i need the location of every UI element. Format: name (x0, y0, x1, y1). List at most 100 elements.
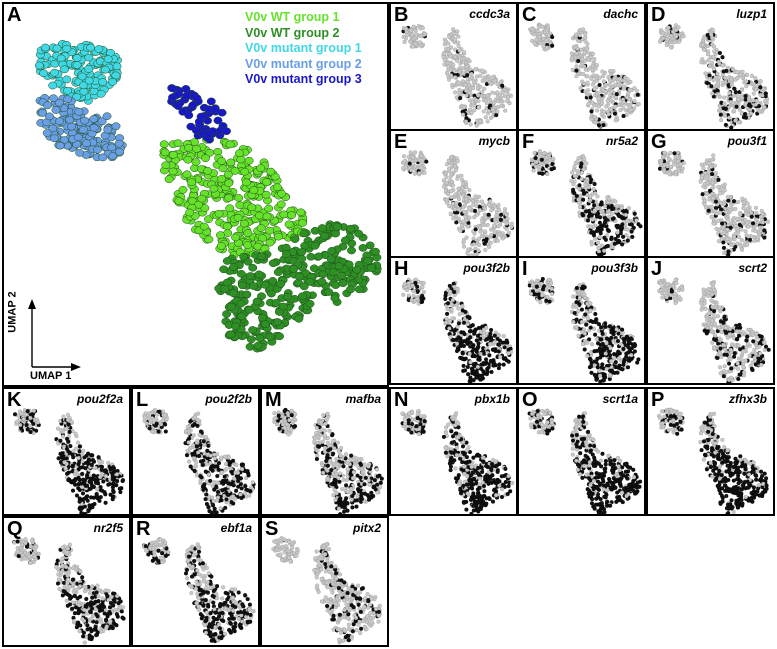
panel-label: C (522, 4, 537, 26)
cell-point (709, 329, 714, 334)
cell-point (580, 211, 585, 216)
cell-point (352, 265, 362, 274)
cell-point (39, 69, 49, 78)
cell-point (533, 155, 538, 161)
cell-point (588, 301, 593, 306)
cell-point (454, 95, 459, 100)
cell-point (457, 87, 462, 92)
cell-point (472, 331, 477, 336)
cell-point (462, 209, 467, 215)
gene-name: scrt2 (738, 261, 767, 275)
cell-point (762, 105, 767, 110)
cell-point (726, 249, 731, 254)
cell-point (673, 300, 678, 305)
cell-point (411, 24, 416, 29)
cell-point (276, 279, 286, 288)
cell-point (741, 330, 746, 335)
cell-point (471, 369, 477, 374)
cell-point (354, 229, 364, 238)
cell-point (718, 112, 723, 117)
cell-point (494, 213, 499, 218)
cell-point (453, 55, 458, 60)
cell-point (317, 224, 327, 232)
cell-point (721, 245, 727, 250)
cell-point (330, 294, 340, 302)
cell-point (420, 160, 425, 165)
cell-point (75, 149, 85, 157)
cell-point (762, 340, 767, 345)
cell-point (89, 123, 99, 132)
cell-point (540, 24, 545, 29)
cell-point (760, 93, 765, 98)
cell-point (217, 174, 227, 183)
cell-point (468, 122, 473, 127)
cell-point (470, 100, 475, 105)
cell-point (120, 478, 126, 483)
cell-point (268, 277, 278, 285)
cell-point (720, 221, 725, 226)
cell-point (197, 194, 207, 203)
cell-point (466, 247, 471, 252)
cell-point (230, 167, 240, 175)
cell-point (595, 365, 600, 370)
cell-point (569, 179, 574, 184)
cell-point (493, 219, 498, 224)
cell-point (475, 364, 480, 369)
legend-wt-group-2: V0v WT group 2 (245, 25, 340, 40)
cell-point (602, 248, 607, 253)
cell-point (63, 86, 72, 95)
cell-point (676, 25, 681, 30)
cell-point (415, 289, 420, 294)
cell-point (754, 98, 759, 103)
cell-point (444, 170, 449, 175)
cell-point (710, 292, 715, 297)
cell-point (613, 360, 618, 365)
cell-point (620, 242, 625, 247)
cell-point (585, 74, 590, 79)
cell-point (488, 103, 493, 108)
cell-point (63, 95, 73, 104)
cell-point (706, 208, 711, 213)
cell-point (272, 183, 282, 192)
cell-point (413, 41, 418, 46)
cell-point (582, 347, 587, 352)
cell-point (668, 293, 674, 298)
cell-point (749, 210, 754, 215)
cell-point (496, 99, 501, 104)
cell-point (743, 111, 748, 117)
cell-point (299, 229, 309, 238)
cell-point (65, 471, 70, 476)
umap-mini-h (401, 277, 514, 383)
cell-point (336, 271, 346, 280)
cell-point (753, 351, 758, 356)
cell-point (441, 184, 447, 189)
cell-point (492, 204, 497, 209)
cell-point (447, 326, 452, 331)
cell-point (594, 63, 599, 68)
cell-point (471, 86, 476, 91)
cell-point (729, 82, 734, 87)
cell-point (741, 365, 746, 370)
cell-point (410, 159, 415, 164)
cell-point (480, 68, 485, 73)
cell-point (455, 159, 460, 164)
cell-point (722, 101, 727, 106)
cell-point (502, 345, 507, 350)
cell-point (421, 289, 426, 295)
cell-point (354, 285, 364, 294)
cell-point (448, 335, 453, 340)
cell-point (456, 43, 461, 49)
cell-point (745, 220, 750, 225)
cell-point (574, 64, 579, 69)
cell-point (728, 357, 733, 362)
cell-point (73, 446, 78, 451)
cell-point (488, 240, 493, 245)
cell-point (702, 301, 707, 306)
cell-point (413, 29, 418, 34)
cell-point (550, 161, 555, 167)
cell-point (743, 358, 748, 363)
cell-point (732, 86, 737, 91)
cell-point (297, 254, 307, 263)
cell-point (443, 296, 448, 302)
cell-point (583, 31, 588, 37)
